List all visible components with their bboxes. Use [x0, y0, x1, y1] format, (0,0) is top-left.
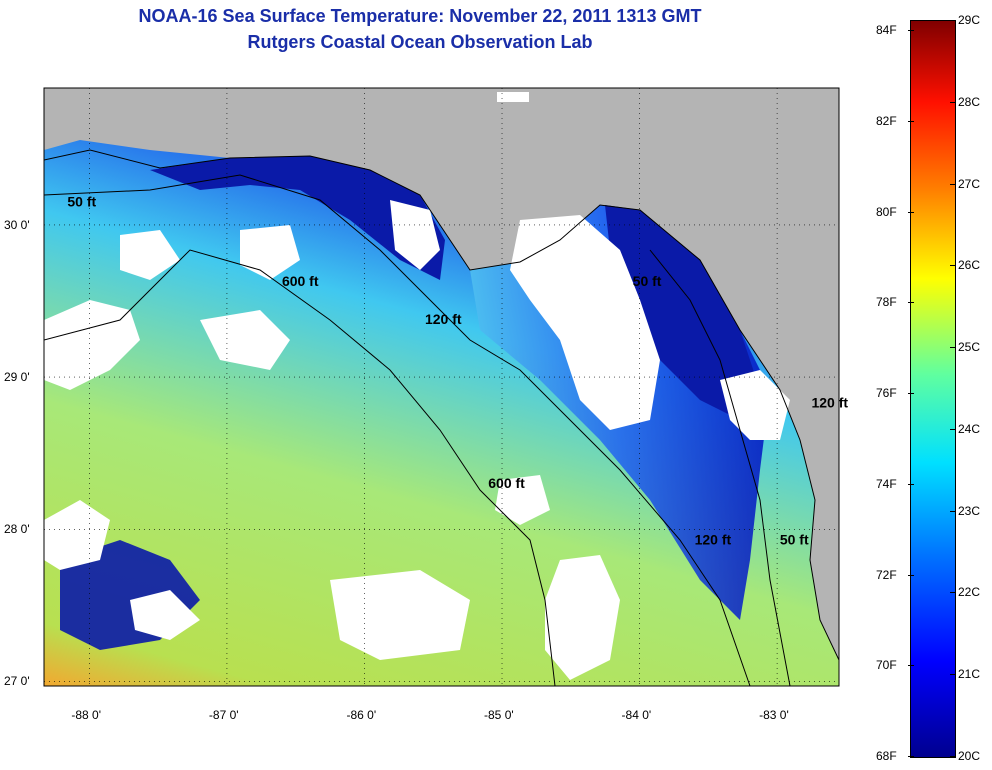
- contour-label: 600 ft: [488, 475, 525, 491]
- cloud-cover: [44, 200, 790, 680]
- ocean-nearshore: [150, 156, 445, 280]
- contour-label: 120 ft: [811, 395, 848, 411]
- colorbar-tick-fahrenheit: [908, 302, 914, 304]
- colorbar-tick-celsius: [950, 347, 956, 349]
- colorbar-tick-fahrenheit: [908, 393, 914, 394]
- colorbar-label-celsius: 27C: [958, 176, 981, 191]
- colorbar-label-fahrenheit: 80F: [876, 204, 897, 219]
- colorbar-label-fahrenheit: 82F: [876, 113, 897, 128]
- colorbar-label-celsius: 20C: [958, 749, 981, 763]
- colorbar-tick-celsius: [950, 592, 956, 594]
- ocean-bigbend-band: [605, 205, 760, 420]
- colorbar-label-celsius: 22C: [958, 585, 981, 600]
- colorbar-label-celsius: 28C: [958, 94, 981, 109]
- lon-tick-label: -86 0': [346, 708, 377, 722]
- lat-tick-label: 29 0': [4, 370, 30, 385]
- lat-tick-label: 30 0': [4, 217, 30, 232]
- page-title: NOAA-16 Sea Surface Temperature: Novembe…: [138, 6, 702, 26]
- colorbar-label-fahrenheit: 76F: [876, 386, 897, 400]
- colorbar-label-fahrenheit: 70F: [876, 658, 897, 673]
- colorbar-label-celsius: 24C: [958, 421, 981, 436]
- contour-labels: 50 ft 600 ft 120 ft 50 ft 600 ft 120 ft 50 ft 1…: [67, 194, 848, 548]
- colorbar-tick-fahrenheit: [908, 574, 914, 576]
- colorbar-label-celsius: 21C: [958, 667, 981, 682]
- colorbar-tick-celsius: [950, 510, 956, 512]
- contour-label: 120 ft: [695, 531, 732, 547]
- colorbar-label-celsius: 26C: [958, 258, 981, 273]
- page-subtitle: Rutgers Coastal Ocean Observation Lab: [247, 32, 593, 52]
- colorbar-label-celsius: 23C: [958, 503, 981, 518]
- colorbar-tick-fahrenheit: [908, 211, 914, 213]
- colorbar-label-fahrenheit: 72F: [876, 567, 897, 582]
- contour-120ft: [44, 174, 751, 686]
- lon-tick-label: -84 0': [621, 708, 652, 722]
- island: [497, 92, 529, 102]
- contour-label: 50 ft: [67, 194, 96, 210]
- colorbar-label-fahrenheit: 84F: [876, 23, 897, 37]
- contour-50ft: [649, 249, 791, 686]
- colorbar-tick-celsius: [950, 183, 956, 185]
- colorbar-tick-fahrenheit: [908, 756, 914, 757]
- colorbar-label-celsius: 29C: [958, 13, 981, 27]
- lon-tick-label: -88 0': [71, 708, 102, 722]
- map-frame: [43, 87, 840, 687]
- colorbar-label-fahrenheit: 78F: [876, 295, 897, 310]
- contour-label: 50 ft: [633, 273, 662, 289]
- colorbar-tick-celsius: [950, 101, 956, 103]
- colorbar-tick-fahrenheit: [908, 665, 914, 667]
- contour-label: 600 ft: [282, 273, 319, 289]
- colorbar-label-fahrenheit: 68F: [876, 749, 897, 763]
- contour-600ft: [44, 249, 556, 686]
- lon-tick-label: -87 0': [208, 708, 239, 722]
- contour-label: 50 ft: [780, 531, 809, 547]
- lon-tick-label: -85 0': [484, 708, 514, 722]
- colorbar-tick-celsius: [950, 428, 956, 430]
- colorbar-tick-celsius: [950, 265, 956, 267]
- colorbar-tick-celsius: [950, 20, 956, 21]
- colorbar-tick-celsius: [950, 756, 956, 757]
- colorbar-tick-celsius: [950, 674, 956, 676]
- colorbar-tick-fahrenheit: [908, 30, 914, 31]
- lat-tick-label: 27 0': [4, 674, 30, 689]
- colorbar-label-fahrenheit: 74F: [876, 476, 897, 491]
- lon-tick-label: -83 0': [759, 708, 789, 722]
- colorbar-label-celsius: 25C: [958, 340, 981, 355]
- colorbar-tick-fahrenheit: [908, 120, 914, 122]
- colorbar-tick-fahrenheit: [908, 483, 914, 485]
- contour-label: 120 ft: [425, 311, 462, 327]
- temperature-colorbar: [910, 20, 956, 758]
- coastline: [44, 149, 839, 661]
- lat-tick-label: 28 0': [4, 522, 30, 537]
